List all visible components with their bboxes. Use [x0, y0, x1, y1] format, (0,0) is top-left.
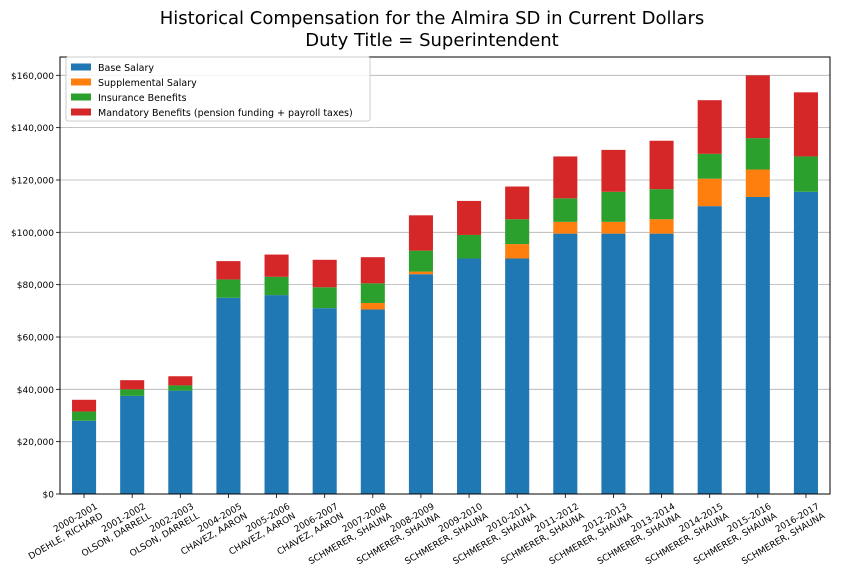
bar-segment-insurance — [168, 385, 193, 391]
y-tick-label: $60,000 — [17, 333, 54, 343]
bar-segment-base — [264, 295, 289, 494]
bar-segment-base — [601, 233, 626, 495]
legend-swatch — [71, 78, 91, 86]
bar-segment-base — [312, 308, 337, 494]
y-tick-label: $20,000 — [17, 438, 54, 448]
bar-segment-mandatory — [457, 200, 482, 235]
bar-segment-supplemental — [745, 169, 770, 197]
y-tick-label: $140,000 — [11, 124, 54, 134]
bar-segment-insurance — [601, 191, 626, 222]
bar-segment-mandatory — [649, 140, 674, 190]
legend: Base Salary Supplemental Salary Insurance … — [65, 56, 371, 122]
bar-segment-mandatory — [745, 75, 770, 139]
bar-segment-supplemental — [649, 219, 674, 234]
bar-segment-insurance — [505, 219, 530, 245]
bar-segment-mandatory — [216, 261, 241, 280]
bar-segment-mandatory — [553, 156, 578, 199]
y-tick-label: $40,000 — [17, 386, 54, 396]
bar-segment-base — [360, 309, 385, 494]
bar-segment-base — [457, 258, 482, 494]
bar-segment-mandatory — [793, 92, 818, 157]
y-tick-label: $80,000 — [17, 281, 54, 291]
bar-segment-insurance — [312, 287, 337, 309]
legend-label: Mandatory Benefits (pension funding + pa… — [98, 108, 353, 119]
bars — [72, 75, 818, 495]
bar-segment-mandatory — [408, 215, 433, 251]
bar-segment-base — [72, 420, 97, 494]
bar-segment-mandatory — [120, 380, 145, 390]
bar-segment-base — [120, 395, 145, 494]
bar-segment-insurance — [120, 389, 145, 396]
bar-segment-base — [216, 297, 241, 494]
bar-segment-mandatory — [312, 259, 337, 288]
legend-box — [65, 56, 371, 122]
bar-segment-insurance — [408, 250, 433, 272]
legend-label: Insurance Benefits — [98, 93, 187, 104]
y-tick-label: $120,000 — [11, 176, 54, 186]
chart-title: Historical Compensation for the Almira S… — [159, 8, 705, 29]
plot-area-frame — [59, 56, 831, 495]
bar-segment-supplemental — [408, 271, 433, 275]
bar-segment-base — [697, 206, 722, 494]
x-axis: 2000-2001DOEHLE, RICHARD2001-2002OLSON, … — [27, 494, 828, 567]
bar-segment-base — [168, 390, 193, 494]
legend-label: Base Salary — [98, 63, 154, 74]
bar-segment-base — [793, 191, 818, 494]
chart-subtitle: Duty Title = Superintendent — [305, 30, 559, 51]
legend-label: Supplemental Salary — [98, 78, 197, 89]
bar-segment-mandatory — [72, 399, 97, 412]
bar-segment-mandatory — [168, 376, 193, 386]
bar-segment-mandatory — [264, 254, 289, 277]
bar-segment-insurance — [745, 138, 770, 170]
bar-segment-insurance — [793, 156, 818, 192]
bar-segment-mandatory — [697, 100, 722, 154]
y-tick-label: $100,000 — [11, 229, 54, 239]
bar-segment-insurance — [457, 234, 482, 259]
legend-swatch — [71, 63, 91, 71]
bar-segment-base — [505, 258, 530, 494]
y-tick-label: $0 — [43, 491, 55, 501]
bar-segment-insurance — [360, 283, 385, 303]
bar-segment-mandatory — [601, 149, 626, 192]
bar-segment-insurance — [216, 279, 241, 298]
bar-segment-insurance — [697, 153, 722, 179]
bar-segment-mandatory — [360, 257, 385, 284]
bar-segment-mandatory — [505, 186, 530, 220]
bar-segment-base — [553, 233, 578, 495]
bar-segment-insurance — [649, 189, 674, 220]
bar-segment-supplemental — [697, 178, 722, 207]
bar-segment-insurance — [72, 411, 97, 421]
bar-segment-supplemental — [360, 302, 385, 310]
bar-segment-base — [649, 233, 674, 495]
bar-segment-insurance — [264, 276, 289, 296]
bar-segment-supplemental — [601, 221, 626, 234]
bar-segment-base — [408, 274, 433, 494]
y-axis: $0 $20,000 $40,000 $60,000 $80,000 $100,000 $1… — [11, 72, 60, 501]
legend-swatch — [71, 93, 91, 101]
bar-segment-supplemental — [553, 221, 578, 234]
y-tick-label: $160,000 — [11, 72, 54, 82]
bar-segment-supplemental — [505, 244, 530, 259]
bar-segment-insurance — [553, 198, 578, 222]
bar-segment-base — [745, 196, 770, 494]
legend-swatch — [71, 108, 91, 116]
